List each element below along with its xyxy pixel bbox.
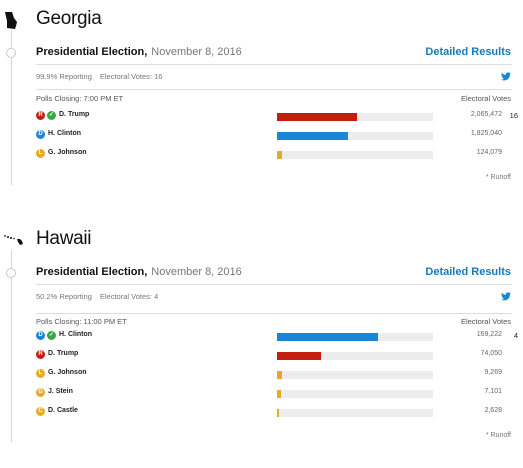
georgia-state-shape-icon: [5, 12, 17, 29]
vote-share-bar: [277, 151, 433, 159]
vote-share-bar: [277, 390, 433, 398]
timeline-dot: [6, 268, 16, 278]
electoral-votes-count: Electoral Votes: 16: [99, 72, 163, 81]
state-header: Georgia: [0, 6, 523, 36]
vote-count: 124,079: [476, 149, 502, 156]
candidate-row: CD. Castle1.0%2,628: [36, 405, 512, 419]
state-section-hawaii: Hawaii Presidential Election, November 8,…: [0, 226, 523, 446]
vote-share-bar: [277, 371, 433, 379]
electoral-votes-header: Electoral Votes: [460, 94, 511, 103]
hawaii-state-shape-icon: [4, 235, 23, 245]
vote-share-bar: [277, 352, 433, 360]
divider: [36, 64, 512, 65]
runoff-footnote: * Runoff: [485, 174, 511, 181]
race-date: November 8, 2016: [151, 266, 242, 278]
polls-closing-time: Polls Closing: 11:00 PM ET: [36, 317, 127, 326]
twitter-share-icon[interactable]: [501, 292, 511, 301]
vote-count: 169,222: [476, 331, 502, 338]
vote-count: 1,825,040: [470, 130, 502, 137]
candidate-name: H. Clinton: [59, 331, 93, 338]
vote-share-bar-fill: [277, 371, 283, 379]
vote-count: 9,269: [484, 369, 502, 376]
reporting-info: 50.2% Reporting Electoral Votes: 4: [36, 292, 166, 301]
timeline-dot: [6, 48, 16, 58]
timeline-line: [11, 250, 12, 442]
winner-check-icon: ✓: [47, 331, 56, 340]
vote-share-bar-fill: [277, 390, 282, 398]
party-badge-icon: R: [36, 111, 45, 120]
vote-share-bar-fill: [277, 113, 358, 121]
detailed-results-link[interactable]: Detailed Results: [425, 46, 511, 58]
candidate-name: D. Trump: [59, 111, 90, 118]
candidate-name: J. Stein: [48, 388, 73, 395]
divider: [36, 313, 512, 314]
divider: [36, 284, 512, 285]
race-date: November 8, 2016: [151, 46, 242, 58]
candidate-row: LG. Johnson3.5%9,269: [36, 367, 512, 381]
state-header: Hawaii: [0, 226, 523, 256]
twitter-share-icon[interactable]: [501, 72, 511, 81]
party-badge-icon: D: [36, 331, 45, 340]
vote-count: 74,050: [480, 350, 502, 357]
candidate-row: LG. Johnson3.1%124,079: [36, 147, 512, 161]
vote-share-bar: [277, 409, 433, 417]
winner-check-icon: ✓: [47, 111, 56, 120]
state-name: Hawaii: [36, 228, 92, 249]
candidate-name: H. Clinton: [48, 130, 82, 137]
party-badge-icon: G: [36, 388, 45, 397]
electoral-votes-won: 16: [509, 111, 518, 120]
electoral-votes-won: 4: [513, 331, 518, 340]
vote-count: 2,065,472: [470, 111, 502, 118]
timeline-line: [11, 30, 12, 185]
state-section-georgia: Georgia Presidential Election, November 8…: [0, 6, 523, 186]
polls-closing-time: Polls Closing: 7:00 PM ET: [36, 94, 124, 103]
candidate-row: GJ. Stein2.7%7,101: [36, 386, 512, 400]
party-badge-icon: L: [36, 369, 45, 378]
candidate-row: DH. Clinton45.5%1,825,040: [36, 128, 512, 142]
party-badge-icon: R: [36, 350, 45, 359]
vote-share-bar: [277, 333, 433, 341]
candidate-row: RD. Trump28.2%74,050: [36, 348, 512, 362]
candidate-name: D. Trump: [48, 350, 79, 357]
vote-count: 7,101: [484, 388, 502, 395]
candidate-name: D. Castle: [48, 407, 78, 414]
electoral-votes-count: Electoral Votes: 4: [99, 292, 159, 301]
electoral-votes-header: Electoral Votes: [460, 317, 511, 326]
vote-share-bar-fill: [277, 132, 348, 140]
runoff-footnote: * Runoff: [485, 432, 511, 439]
detailed-results-link[interactable]: Detailed Results: [425, 266, 511, 278]
state-name: Georgia: [36, 8, 102, 29]
vote-share-bar-fill: [277, 333, 378, 341]
party-badge-icon: D: [36, 130, 45, 139]
race-title: Presidential Election, November 8, 2016: [36, 266, 242, 278]
vote-share-bar-fill: [277, 352, 321, 360]
vote-count: 2,628: [484, 407, 502, 414]
vote-share-bar-fill: [277, 409, 279, 417]
candidate-name: G. Johnson: [48, 369, 87, 376]
vote-share-bar-fill: [277, 151, 282, 159]
race-title-text: Presidential Election,: [36, 266, 148, 278]
party-badge-icon: L: [36, 149, 45, 158]
race-title: Presidential Election, November 8, 2016: [36, 46, 242, 58]
candidate-name: G. Johnson: [48, 149, 87, 156]
vote-share-bar: [277, 113, 433, 121]
reporting-info: 99.9% Reporting Electoral Votes: 16: [36, 72, 170, 81]
race-title-text: Presidential Election,: [36, 46, 148, 58]
vote-share-bar: [277, 132, 433, 140]
reporting-percent: 99.9% Reporting: [36, 72, 92, 81]
divider: [36, 89, 512, 90]
party-badge-icon: C: [36, 407, 45, 416]
reporting-percent: 50.2% Reporting: [36, 292, 92, 301]
